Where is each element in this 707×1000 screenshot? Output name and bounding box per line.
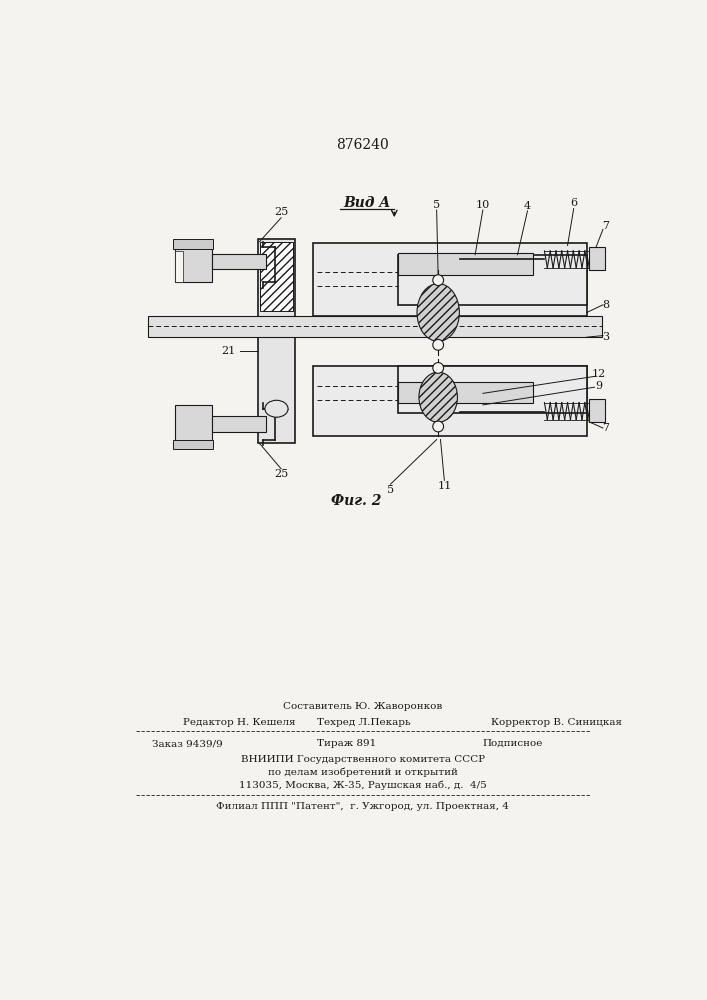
Text: Заказ 9439/9: Заказ 9439/9 xyxy=(152,739,223,748)
Text: Тираж 891: Тираж 891 xyxy=(317,739,377,748)
Text: 25: 25 xyxy=(274,207,288,217)
Ellipse shape xyxy=(265,400,288,417)
Text: 7: 7 xyxy=(602,423,609,433)
Text: 10: 10 xyxy=(476,200,490,210)
Bar xyxy=(398,382,533,403)
Text: 7: 7 xyxy=(602,221,609,231)
Text: Техред Л.Пекарь: Техред Л.Пекарь xyxy=(317,718,411,727)
Ellipse shape xyxy=(419,372,457,422)
Text: Филиал ППП "Патент",  г. Ужгород, ул. Проектная, 4: Филиал ППП "Патент", г. Ужгород, ул. Про… xyxy=(216,802,509,811)
Bar xyxy=(313,366,587,436)
Text: 12: 12 xyxy=(591,369,605,379)
Ellipse shape xyxy=(433,275,443,286)
Text: Подписное: Подписное xyxy=(483,739,543,748)
Text: 21: 21 xyxy=(221,346,236,356)
Bar xyxy=(212,254,266,269)
Text: по делам изобретений и открытий: по делам изобретений и открытий xyxy=(268,767,457,777)
Text: Вид A: Вид A xyxy=(344,196,391,210)
Bar xyxy=(212,416,266,432)
Bar xyxy=(173,440,214,449)
Bar xyxy=(398,255,587,305)
Text: Редактор Н. Кешеля: Редактор Н. Кешеля xyxy=(182,718,295,727)
Ellipse shape xyxy=(433,363,443,373)
Text: 25: 25 xyxy=(274,469,288,479)
Text: 6: 6 xyxy=(570,198,577,208)
Bar xyxy=(398,366,587,413)
Text: 5: 5 xyxy=(433,200,440,210)
Bar xyxy=(175,246,212,282)
Bar xyxy=(258,239,295,443)
Ellipse shape xyxy=(433,339,443,350)
Text: 9: 9 xyxy=(595,381,602,391)
Text: 3: 3 xyxy=(602,332,609,342)
Text: 876240: 876240 xyxy=(337,138,389,152)
Bar xyxy=(175,405,212,442)
Text: 4: 4 xyxy=(524,201,531,211)
Bar xyxy=(175,251,182,282)
Bar xyxy=(589,399,604,422)
Text: Составитель Ю. Жаворонков: Составитель Ю. Жаворонков xyxy=(283,702,443,711)
Bar xyxy=(148,316,602,337)
Ellipse shape xyxy=(417,284,460,341)
Text: 5: 5 xyxy=(387,485,394,495)
Text: Корректор В. Синицкая: Корректор В. Синицкая xyxy=(491,718,621,727)
Bar xyxy=(260,242,293,311)
Bar xyxy=(173,239,214,249)
Text: 11: 11 xyxy=(437,481,452,491)
Ellipse shape xyxy=(433,421,443,432)
Bar xyxy=(398,253,533,275)
Text: 8: 8 xyxy=(602,300,609,310)
Bar xyxy=(313,243,587,316)
Text: ВНИИПИ Государственного комитета СССР: ВНИИПИ Государственного комитета СССР xyxy=(240,755,485,764)
Bar xyxy=(589,247,604,270)
Text: 113035, Москва, Ж-35, Раушская наб., д.  4/5: 113035, Москва, Ж-35, Раушская наб., д. … xyxy=(239,781,486,790)
Text: Фиг. 2: Фиг. 2 xyxy=(331,494,381,508)
